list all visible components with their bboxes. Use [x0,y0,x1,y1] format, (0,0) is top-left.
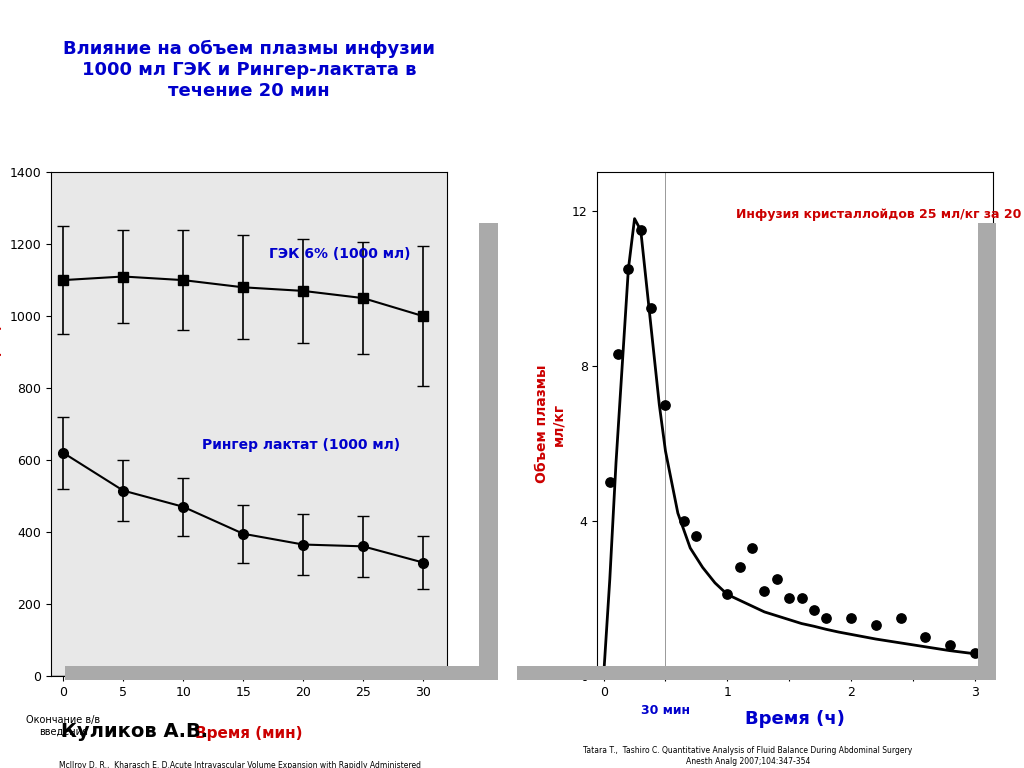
Point [867,619,884,631]
Y-axis label: Объем плазмы
мл/кг: Объем плазмы мл/кг [535,365,565,483]
X-axis label: Время (мин): Время (мин) [196,727,303,741]
Point [818,611,835,624]
Point [892,611,908,624]
Point [843,611,859,624]
Point [757,584,773,597]
Point [781,592,798,604]
Point [743,542,760,554]
Text: Окончание в/в
введения: Окончание в/в введения [27,715,100,737]
Text: Влияние на объем плазмы инфузии
1000 мл ГЭК и Рингер-лактата в
течение 20 мин: Влияние на объем плазмы инфузии 1000 мл … [63,40,435,100]
Text: Инфузия кристаллойдов 25 мл/кг за 20 мин: Инфузия кристаллойдов 25 мл/кг за 20 мин [736,207,1024,220]
Text: Куликов А.В.: Куликов А.В. [61,722,209,741]
Point [676,515,692,527]
Point [719,588,735,601]
Text: ГЭК 6% (1000 мл): ГЭК 6% (1000 мл) [269,247,411,261]
Point [731,561,748,574]
Point [918,631,934,644]
Text: 30 мин: 30 мин [641,703,690,717]
Point [621,263,637,275]
Text: McIlroy D. R.,  Kharasch E. D.Acute Intravascular Volume Expansion with Rapidly : McIlroy D. R., Kharasch E. D.Acute Intra… [59,761,428,768]
Point [657,399,674,411]
Point [633,224,649,237]
Point [794,592,810,604]
Point [967,647,983,659]
Point [602,476,618,488]
Point [688,530,705,542]
Y-axis label: Увеличение объема (мл): Увеличение объема (мл) [0,324,3,524]
Text: Tatara T.,  Tashiro C. Quantitative Analysis of Fluid Balance During Abdominal S: Tatara T., Tashiro C. Quantitative Analy… [584,746,912,766]
Point [610,348,627,360]
Point [942,639,958,651]
Point [642,302,658,314]
Point [769,573,785,585]
Text: Рингер лактат (1000 мл): Рингер лактат (1000 мл) [202,439,399,452]
Point [806,604,822,616]
X-axis label: Время (ч): Время (ч) [745,710,845,727]
